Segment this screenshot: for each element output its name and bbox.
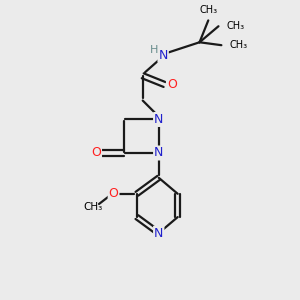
Text: N: N [154, 146, 164, 160]
Text: CH₃: CH₃ [84, 202, 103, 212]
Text: CH₃: CH₃ [226, 21, 245, 31]
Text: CH₃: CH₃ [199, 4, 217, 15]
Text: N: N [154, 113, 164, 126]
Text: O: O [167, 78, 177, 91]
Text: N: N [158, 49, 168, 62]
Text: CH₃: CH₃ [230, 40, 248, 50]
Text: O: O [91, 146, 101, 160]
Text: O: O [109, 187, 118, 200]
Text: N: N [154, 226, 164, 240]
Text: H: H [150, 45, 159, 55]
